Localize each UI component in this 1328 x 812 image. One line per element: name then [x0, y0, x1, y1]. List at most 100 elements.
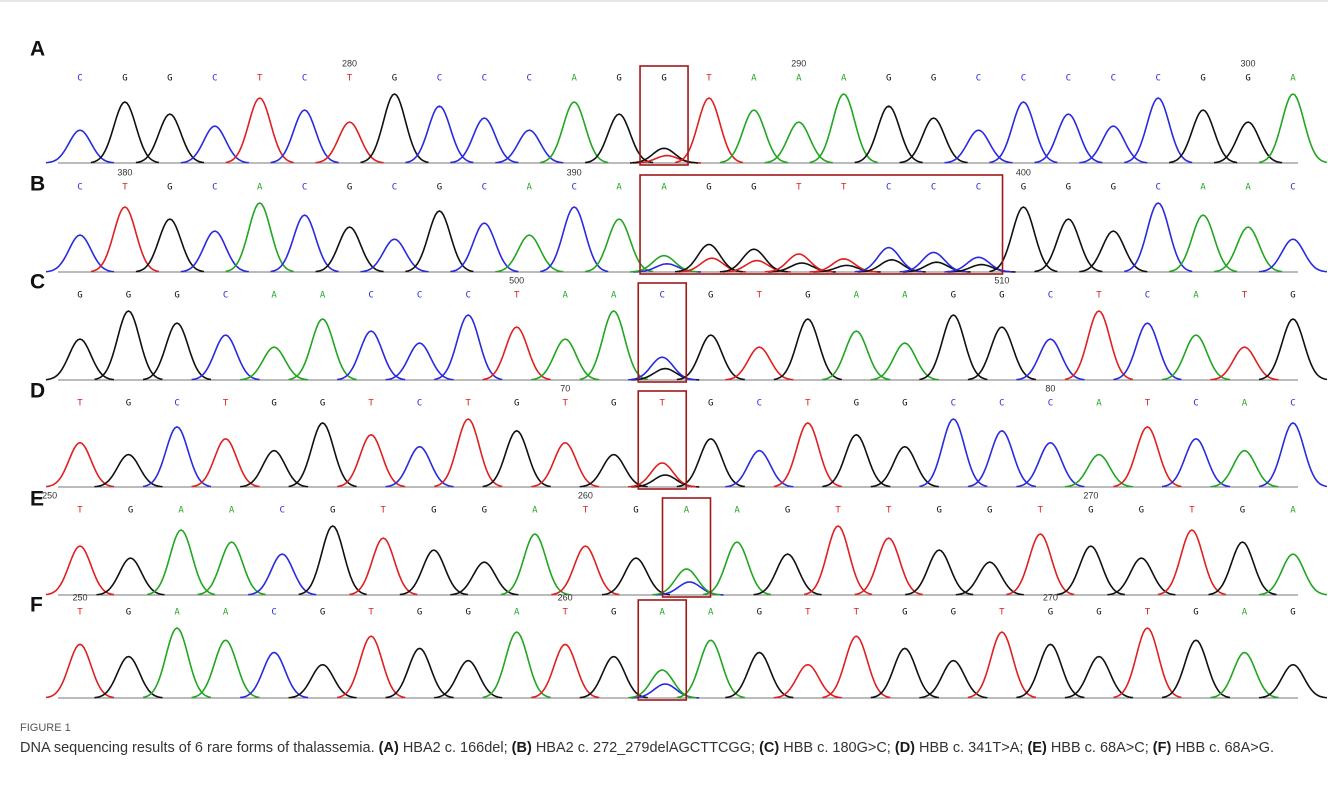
base-call: C — [437, 74, 442, 84]
trace-peak — [337, 331, 405, 380]
base-call: G — [616, 74, 621, 84]
trace-peak — [551, 546, 619, 595]
base-call: G — [706, 183, 711, 193]
base-call: C — [886, 183, 891, 193]
base-call: G — [1245, 74, 1250, 84]
base-call: T — [583, 506, 589, 516]
panel-label: B — [30, 173, 45, 196]
trace-peak — [822, 331, 890, 380]
trace-peak — [361, 239, 429, 272]
base-call: A — [796, 74, 802, 84]
base-call: G — [936, 506, 941, 516]
base-call: C — [1156, 183, 1161, 193]
trace-peak — [1259, 94, 1327, 162]
base-call: G — [122, 74, 127, 84]
base-call: T — [796, 183, 802, 193]
base-call: C — [1066, 74, 1071, 84]
base-call: A — [660, 608, 666, 618]
base-call: C — [417, 291, 422, 301]
trace-peak — [198, 542, 266, 595]
base-call: G — [611, 399, 616, 409]
trace-peak — [271, 110, 339, 163]
base-call: T — [1096, 291, 1102, 301]
trace-peak — [1006, 534, 1074, 595]
trace-peak — [1214, 122, 1282, 163]
base-call: T — [122, 183, 128, 193]
trace-peak — [91, 207, 159, 272]
trace-peak — [725, 653, 793, 698]
base-call: G — [1139, 506, 1144, 516]
base-call: G — [174, 291, 179, 301]
base-call: T — [1189, 506, 1195, 516]
caption: FIGURE 1 DNA sequencing results of 6 rar… — [20, 722, 1310, 758]
base-call: A — [527, 183, 533, 193]
position-number: 510 — [994, 275, 1009, 285]
caption-item-text: HBB c. 68A>C; — [1051, 740, 1149, 756]
trace-peak — [501, 534, 569, 595]
base-call: G — [999, 291, 1004, 301]
base-call: T — [835, 506, 841, 516]
caption-item-label: (F) — [1153, 740, 1172, 756]
base-call: C — [302, 74, 307, 84]
trace-peak — [1259, 423, 1327, 487]
trace-peak — [495, 235, 563, 272]
base-call: T — [1038, 506, 1044, 516]
base-call: T — [805, 399, 811, 409]
base-call: C — [77, 183, 82, 193]
base-call: A — [611, 291, 617, 301]
trace-peak — [337, 435, 405, 487]
base-call: C — [368, 291, 373, 301]
trace-peak — [1065, 311, 1133, 379]
base-call: G — [1111, 183, 1116, 193]
position-number: 260 — [558, 592, 573, 602]
trace-peak — [871, 648, 939, 697]
base-call: G — [271, 399, 276, 409]
base-call: C — [302, 183, 307, 193]
trace-peak — [703, 542, 771, 595]
trace-peak — [91, 102, 159, 163]
base-call: T — [1145, 608, 1151, 618]
base-call: C — [392, 183, 397, 193]
base-call: A — [1193, 291, 1199, 301]
base-call: A — [1245, 183, 1251, 193]
trace-peak — [774, 319, 842, 380]
base-call: A — [229, 506, 235, 516]
caption-item-text: HBB c. 180G>C; — [783, 740, 891, 756]
base-call: A — [902, 291, 908, 301]
trace-peak — [765, 122, 833, 163]
trace-peak — [855, 106, 923, 162]
trace-peak — [1079, 126, 1147, 163]
trace-peak — [919, 419, 987, 486]
trace-peak — [400, 550, 468, 595]
caption-item-text: HBA2 c. 272_279delAGCTTCGG; — [536, 740, 755, 756]
base-call: C — [223, 291, 228, 301]
trace-peak — [136, 114, 204, 163]
base-call: C — [976, 74, 981, 84]
base-call: C — [1193, 399, 1198, 409]
base-call: T — [381, 506, 387, 516]
trace-peak — [337, 636, 405, 697]
trace-peak — [361, 94, 429, 162]
base-call: G — [1200, 74, 1205, 84]
trace-peak — [919, 315, 987, 380]
caption-item-label: (D) — [895, 740, 915, 756]
trace-peak — [900, 118, 968, 163]
trace-peak — [804, 526, 872, 594]
trace-peak — [968, 327, 1036, 380]
panel: A280290300CGGCTCTGCCCAGGTAAAGGCCCCCGGA — [30, 38, 1327, 165]
base-call: G — [708, 291, 713, 301]
base-call: G — [805, 291, 810, 301]
trace-peak — [540, 207, 608, 272]
trace-peak — [945, 130, 1013, 163]
trace-peak — [181, 231, 249, 272]
base-call: G — [330, 506, 335, 516]
trace-peak — [1158, 530, 1226, 595]
base-call: G — [1290, 291, 1295, 301]
base-call: G — [126, 399, 131, 409]
trace-peak — [450, 562, 518, 595]
trace-peak — [46, 130, 114, 163]
trace-peak — [1162, 439, 1230, 487]
base-call: C — [482, 183, 487, 193]
base-call: G — [437, 183, 442, 193]
